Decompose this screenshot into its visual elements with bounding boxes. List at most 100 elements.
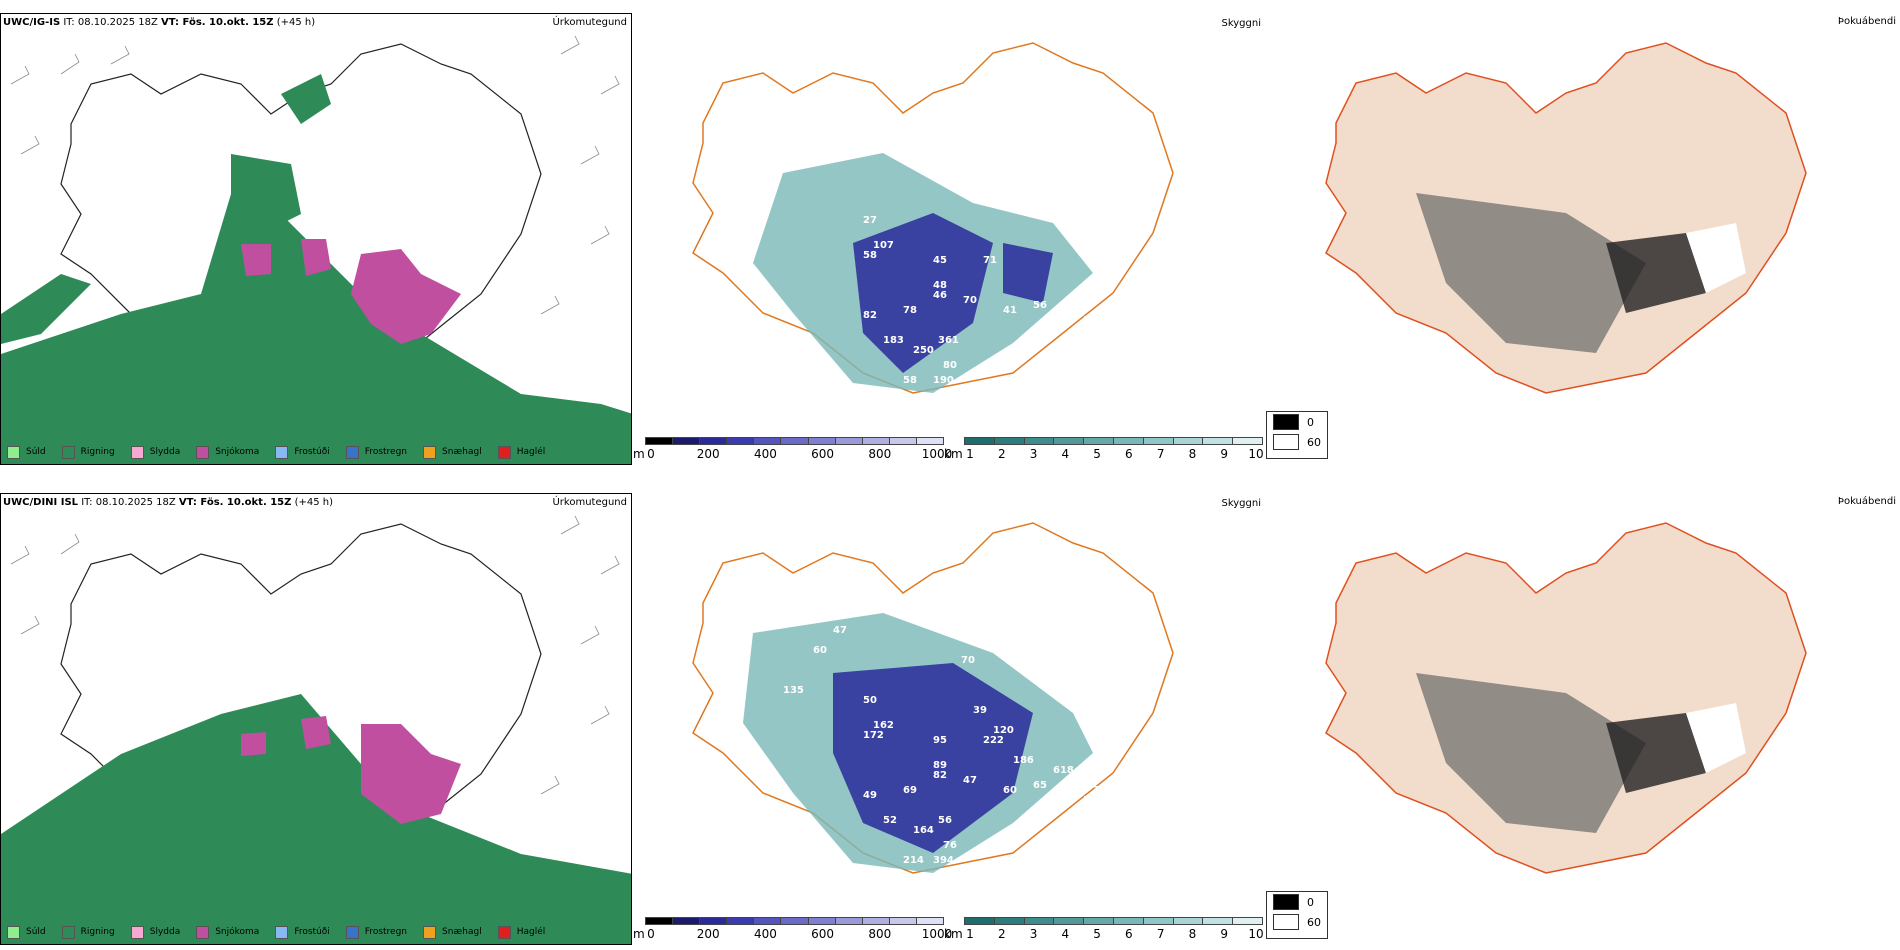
rain-area-central xyxy=(231,154,301,234)
colorbar-segment xyxy=(964,917,995,925)
colorbar-tick-label: 6 xyxy=(1125,927,1133,941)
colorbar-segment xyxy=(964,437,995,445)
fog-legend-row2: 0 60 xyxy=(1266,891,1328,939)
fog-map-row1 xyxy=(1325,42,1807,394)
precip-legend-row2: Súld Rigning Slydda Snjókoma Frostúði Fr… xyxy=(1,920,631,944)
colorbar-tick-label: 4 xyxy=(1061,447,1070,461)
iceland-outline xyxy=(60,43,542,395)
header-row2: UWC/DINI ISL IT: 08.10.2025 18Z VT: Fös.… xyxy=(3,497,334,508)
colorbar-segment xyxy=(1172,917,1204,925)
visibility-value-label: 48 xyxy=(1073,350,1087,361)
wind-barbs xyxy=(10,35,620,315)
colorbar-tick-label: 1000 xyxy=(921,447,953,461)
visibility-value-label: 60 xyxy=(813,645,827,656)
precip-panel-row1: UWC/IG-IS IT: 08.10.2025 18Z VT: Fös. 10… xyxy=(0,13,632,465)
snow-area-east xyxy=(361,724,461,824)
colorbar-tick-label: 1 xyxy=(966,927,974,941)
visibility-value-label: 58 xyxy=(863,250,877,261)
colorbar-tick-label: 2 xyxy=(997,927,1006,941)
visibility-value-label: 41 xyxy=(1003,305,1017,316)
colorbar-tick-label: 0 xyxy=(647,927,655,941)
colorbar-segment xyxy=(1142,917,1174,925)
visibility-value-label: 47 xyxy=(963,775,977,786)
fog-title-row2: Þokuábendi xyxy=(1837,496,1896,507)
visibility-title-row1: Skyggni xyxy=(1221,18,1261,29)
colorbar-tick-label: 1000 xyxy=(921,927,953,941)
colorbar-tick-label: 9 xyxy=(1220,447,1229,461)
visibility-value-label: 83 xyxy=(933,605,947,616)
low-cloud-area xyxy=(833,663,1033,853)
visibility-value-label: 60 xyxy=(1003,785,1017,796)
colorbar-segment xyxy=(861,917,890,925)
colorbar-tick-label: 800 xyxy=(868,927,892,941)
visibility-value-label: 183 xyxy=(883,335,904,346)
visibility-value-label: 250 xyxy=(913,345,934,356)
precip-title-row1: Úrkomutegund xyxy=(552,17,627,28)
visibility-value-label: 45 xyxy=(933,255,947,266)
colorbar-tick-label: 600 xyxy=(811,927,835,941)
rain-area-north xyxy=(281,74,331,124)
fog-area xyxy=(1416,193,1646,353)
legend-item: Snjókoma xyxy=(196,445,259,459)
visibility-value-label: 78 xyxy=(903,305,917,316)
colorbar-segment xyxy=(1113,917,1144,925)
visibility-value-label: 184 xyxy=(953,880,974,891)
cloud-base-colorbar-row1: m 0 200 400 600 800 1000 xyxy=(633,437,952,463)
visibility-value-label: 28 xyxy=(953,625,967,636)
colorbar-segment xyxy=(780,917,809,925)
visibility-value-label: 48 xyxy=(933,280,947,291)
colorbar-segment xyxy=(1202,917,1234,925)
colorbar-tick-label: 5 xyxy=(1093,447,1101,461)
low-cloud-area-east xyxy=(1003,243,1053,303)
fog-area-dense xyxy=(1606,713,1706,793)
iceland-outline xyxy=(692,42,1174,394)
legend-item: Frostregn xyxy=(345,925,407,939)
visibility-value-label: 27 xyxy=(863,215,877,226)
visibility-value-label: 57 xyxy=(953,400,967,411)
colorbar-tick-label: 200 xyxy=(696,927,720,941)
colorbar-tick-label: 200 xyxy=(696,447,720,461)
visibility-value-label: 222 xyxy=(983,735,1004,746)
colorbar-tick-label: 6 xyxy=(1125,447,1133,461)
legend-item: Frostúði xyxy=(275,925,330,939)
precip-map-row2 xyxy=(1,515,631,944)
legend-item: Frostúði xyxy=(275,445,330,459)
visibility-value-label: 70 xyxy=(963,295,977,306)
precip-panel-row2: UWC/DINI ISL IT: 08.10.2025 18Z VT: Fös.… xyxy=(0,493,632,945)
visibility-value-label: 82 xyxy=(933,770,947,781)
visibility-value-label: 172 xyxy=(863,730,884,741)
precip-map-row1 xyxy=(1,35,631,464)
header-row1: UWC/IG-IS IT: 08.10.2025 18Z VT: Fös. 10… xyxy=(3,17,316,28)
colorbar-segment xyxy=(1023,917,1055,925)
rain-area-south xyxy=(1,194,631,464)
colorbar-tick-label: 400 xyxy=(753,447,777,461)
snow-area-central xyxy=(301,716,331,749)
colorbar-segment xyxy=(834,917,863,925)
colorbar-segment xyxy=(807,437,836,445)
colorbar-tick-label: 1 xyxy=(966,447,974,461)
snow-area-central2 xyxy=(301,239,331,276)
snow-area-central xyxy=(241,244,271,276)
colorbar-tick-label: 3 xyxy=(1029,447,1038,461)
visibility-value-label: 214 xyxy=(903,855,924,866)
legend-item: Slydda xyxy=(130,925,180,939)
visibility-title-row2: Skyggni xyxy=(1221,498,1261,509)
fog-map-row2 xyxy=(1325,522,1807,874)
visibility-value-label: 89 xyxy=(933,760,947,771)
colorbar-segment xyxy=(1113,437,1144,445)
legend-item: Slydda xyxy=(130,445,180,459)
colorbar-segment xyxy=(726,437,755,445)
colorbar-tick-label: 10 xyxy=(1248,927,1264,941)
cloud-base-unit: m xyxy=(633,447,645,461)
colorbar-segment xyxy=(780,437,809,445)
legend-item: Frostregn xyxy=(345,445,407,459)
visibility-value-label: 72 xyxy=(1073,830,1087,841)
colorbar-tick-label: 5 xyxy=(1093,927,1101,941)
visibility-value-label: 164 xyxy=(913,825,934,836)
precip-legend-row1: Súld Rigning Slydda Snjókoma Frostúði Fr… xyxy=(1,440,631,464)
precip-title-row2: Úrkomutegund xyxy=(552,497,627,508)
colorbar-tick-label: 9 xyxy=(1220,927,1229,941)
